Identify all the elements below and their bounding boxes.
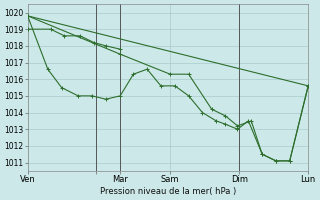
X-axis label: Pression niveau de la mer( hPa ): Pression niveau de la mer( hPa ) xyxy=(100,187,236,196)
